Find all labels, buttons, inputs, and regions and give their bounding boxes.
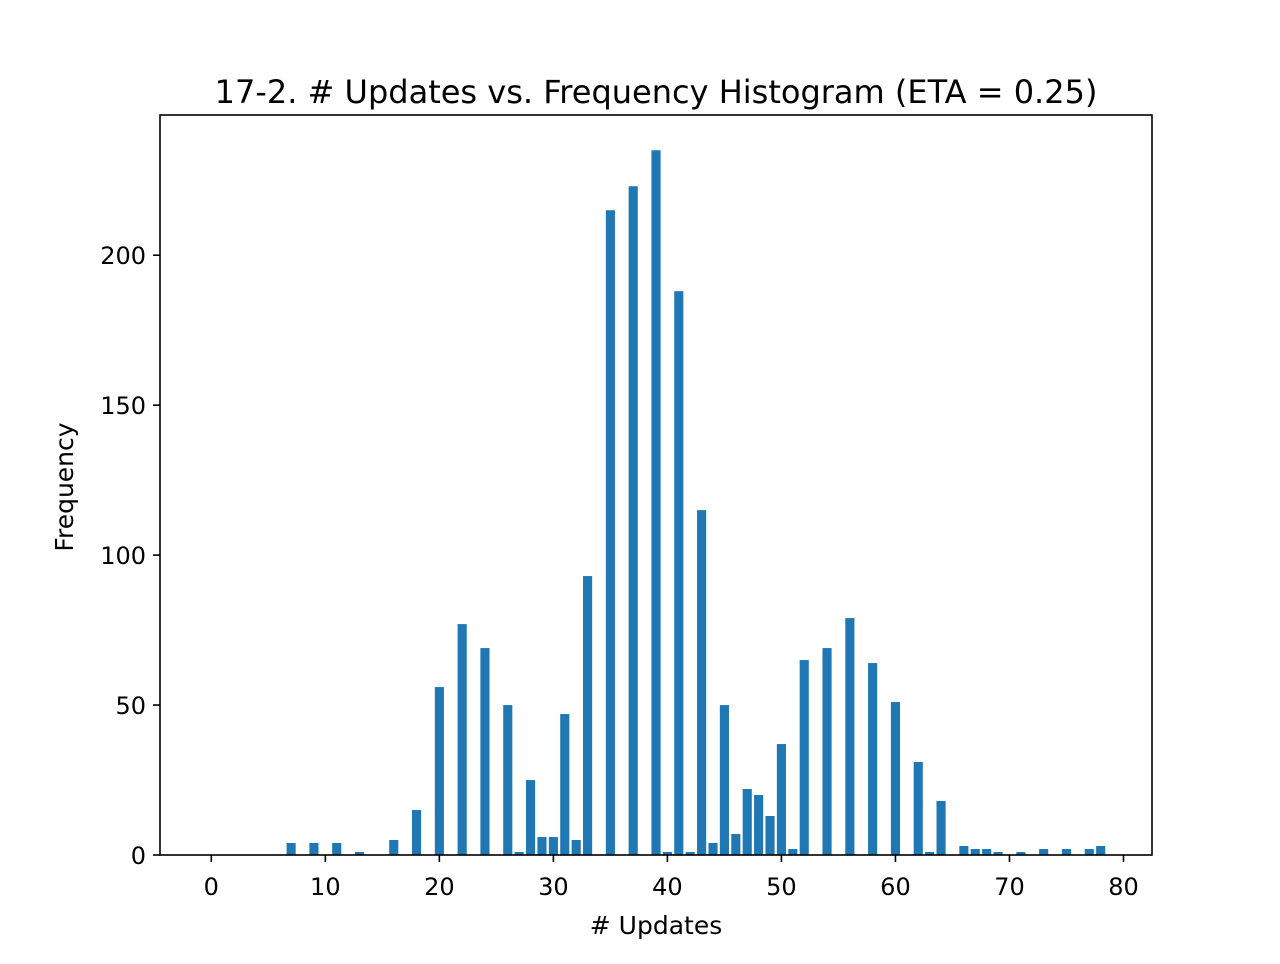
x-tick-label-50: 50: [766, 873, 797, 901]
bar-43: [697, 510, 707, 855]
bar-63: [925, 852, 935, 855]
bar-60: [890, 702, 901, 855]
x-tick-label-70: 70: [994, 873, 1025, 901]
y-tick-label-200: 200: [100, 242, 146, 270]
y-tick-label-150: 150: [100, 392, 146, 420]
bar-66: [959, 846, 969, 855]
bar-49: [765, 816, 775, 855]
bar-24: [480, 648, 490, 855]
bar-9: [309, 843, 319, 855]
bar-37: [628, 186, 638, 856]
bar-56: [845, 618, 855, 855]
bar-32: [571, 840, 581, 855]
bar-30: [548, 837, 558, 855]
bar-44: [708, 843, 718, 855]
y-axis-ticks: 0 50 100 150 200: [100, 242, 160, 870]
x-tick-label-60: 60: [880, 873, 911, 901]
bar-68: [982, 849, 992, 855]
bar-13: [354, 852, 365, 855]
bar-33: [583, 576, 593, 855]
bar-40: [662, 852, 672, 855]
y-tick-label-100: 100: [100, 542, 146, 570]
bar-41: [674, 291, 684, 855]
bar-51: [788, 849, 798, 855]
chart-title: 17-2. # Updates vs. Frequency Histogram …: [215, 73, 1098, 111]
x-axis-ticks: 0 10 20 30 40 50 60 70 80: [204, 855, 1139, 901]
bar-77: [1084, 849, 1094, 855]
bar-48: [754, 795, 764, 855]
bar-69: [993, 852, 1003, 855]
bar-64: [936, 801, 946, 855]
x-axis-label: # Updates: [590, 911, 722, 940]
bar-7: [286, 843, 296, 855]
bar-42: [685, 852, 695, 855]
bar-27: [514, 852, 524, 855]
bar-16: [389, 840, 399, 855]
x-tick-label-0: 0: [204, 873, 219, 901]
bar-62: [913, 762, 923, 855]
bar-28: [526, 780, 536, 855]
bar-18: [411, 810, 422, 855]
bar-75: [1061, 849, 1072, 855]
bar-45: [719, 705, 729, 855]
bar-20: [434, 687, 444, 855]
x-tick-label-40: 40: [652, 873, 683, 901]
bar-78: [1096, 846, 1106, 855]
x-tick-label-20: 20: [424, 873, 455, 901]
x-tick-label-10: 10: [310, 873, 341, 901]
y-axis-label: Frequency: [50, 422, 79, 551]
plot-frame: [159, 114, 1153, 856]
x-tick-label-80: 80: [1108, 873, 1139, 901]
bars-group: [286, 150, 1106, 856]
bar-26: [503, 705, 513, 855]
bar-22: [457, 624, 467, 855]
bar-47: [742, 789, 752, 855]
bar-39: [651, 150, 661, 856]
bar-35: [605, 210, 615, 856]
y-tick-label-0: 0: [131, 842, 146, 870]
bar-73: [1039, 849, 1049, 855]
y-tick-label-50: 50: [115, 692, 146, 720]
bar-50: [776, 744, 786, 855]
bar-58: [868, 663, 878, 855]
x-tick-label-30: 30: [538, 873, 569, 901]
bar-52: [799, 660, 809, 855]
bar-71: [1016, 852, 1026, 855]
bar-11: [332, 843, 342, 855]
bar-54: [822, 648, 832, 855]
bar-67: [970, 849, 980, 855]
bar-46: [731, 834, 741, 855]
bar-29: [537, 837, 547, 855]
bar-31: [560, 714, 570, 855]
